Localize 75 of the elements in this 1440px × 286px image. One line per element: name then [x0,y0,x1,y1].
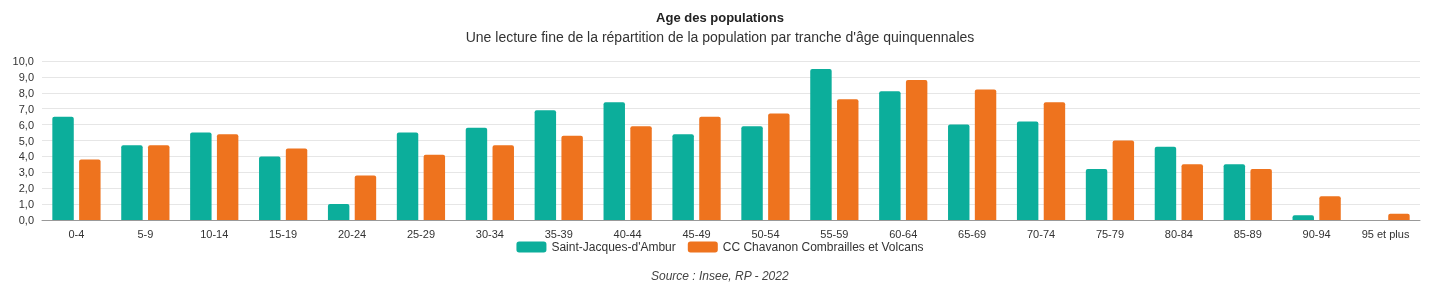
x-tick-label: 20-24 [337,227,367,240]
x-tick-label: 5-9 [137,227,154,240]
x-tick-label: 55-59 [820,227,849,240]
bar [672,134,694,220]
bar [285,148,308,220]
bar [79,159,101,220]
y-tick-label: 3,0 [18,166,34,179]
bar [1319,196,1341,220]
bar [259,156,281,220]
y-tick-label: 2,0 [18,182,34,195]
bar [699,116,721,220]
bar [561,135,583,220]
bar [810,68,832,220]
bar [1112,140,1135,220]
bar [216,134,239,220]
x-tick-label: 15-19 [269,227,298,240]
bar [1292,215,1314,220]
y-tick-label: 8,0 [18,86,34,99]
bar [905,80,928,220]
y-tick-label: 9,0 [18,70,34,83]
bar [1223,164,1246,220]
legend-label: CC Chavanon Combrailles et Volcans [722,240,924,254]
y-tick-label: 0,0 [18,214,34,226]
bar [492,145,514,220]
bar [879,91,901,220]
x-tick-label: 25-29 [406,227,436,240]
bar [1388,213,1410,220]
x-tick-label: 50-54 [751,227,780,240]
bar [354,175,377,220]
source-note: Source : Insee, RP - 2022 [650,269,789,283]
bar [1016,121,1039,220]
x-tick-label: 10-14 [200,227,229,240]
bar [948,124,970,220]
y-tick-label: 6,0 [18,118,34,131]
y-tick-label: 5,0 [18,134,34,147]
x-tick-label: 60-64 [889,227,918,240]
bar [121,145,143,220]
bar [741,126,763,220]
y-tick-label: 4,0 [18,150,34,163]
bar [396,132,419,220]
bar [974,89,997,220]
x-tick-label: 95 et plus [1361,227,1410,240]
x-tick-label: 90-94 [1302,227,1331,240]
bar [603,102,625,220]
x-tick-label: 30-34 [475,227,504,240]
y-tick-label: 1,0 [18,198,34,211]
bar [52,116,74,220]
bar [190,132,212,220]
y-tick-label: 10,0 [12,55,34,67]
x-tick-label: 85-89 [1233,227,1262,240]
bar [423,154,446,220]
bar [1181,164,1203,220]
bar [1250,169,1272,220]
bar [465,127,488,220]
bar [327,204,350,220]
x-tick-label: 0-4 [68,227,85,240]
bar [768,113,790,220]
y-tick-label: 7,0 [18,102,34,115]
x-tick-label: 80-84 [1164,227,1193,240]
bar [630,126,652,220]
bar [148,145,170,220]
x-tick-label: 35-39 [544,227,573,240]
x-tick-label: 70-74 [1026,227,1056,240]
legend-label: Saint-Jacques-d'Ambur [551,240,676,254]
bar [1043,102,1066,220]
x-tick-label: 65-69 [958,227,987,240]
bar [534,110,557,220]
bar [837,99,859,220]
x-tick-label: 40-44 [613,227,642,240]
x-tick-label: 75-79 [1095,227,1125,240]
bar [1085,169,1108,220]
bar [1154,146,1177,220]
x-tick-label: 45-49 [682,227,711,240]
chart-subtitle: Une lecture fine de la répartition de la population par tranche d'âge quinquennales [465,29,975,45]
chart-title: Age des populations [656,10,784,25]
